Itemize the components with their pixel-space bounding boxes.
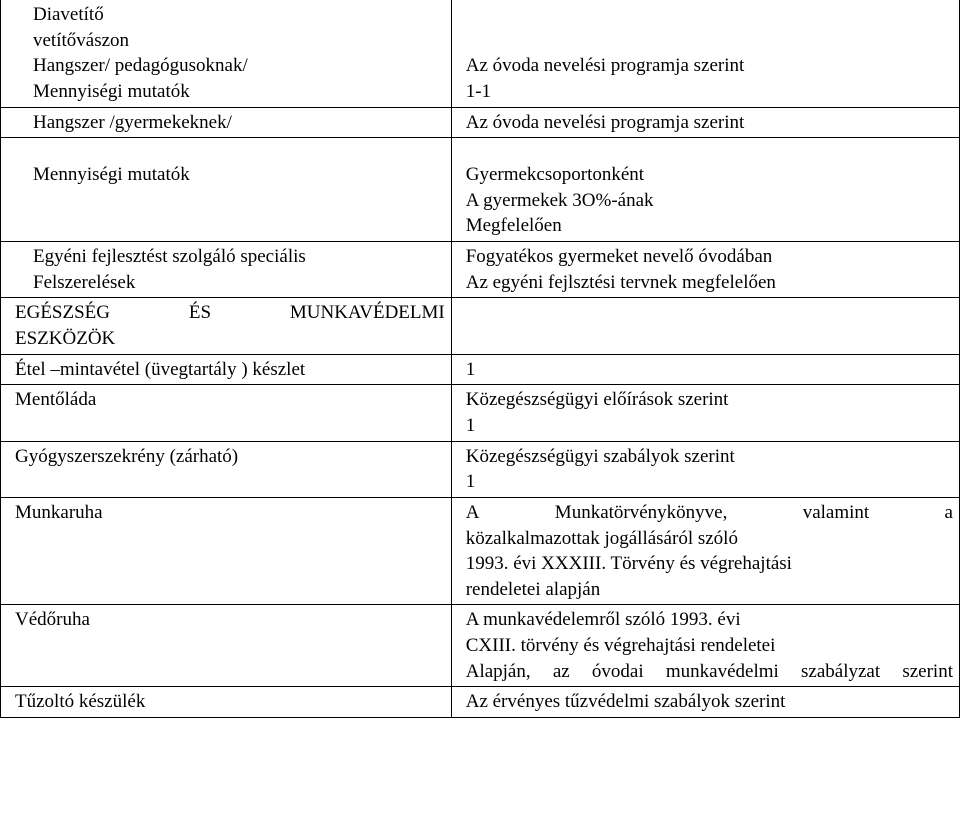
- text: Munkatörvénykönyve,: [555, 500, 728, 526]
- cell-r6-left: Étel –mintavétel (üvegtartály ) készlet: [1, 354, 452, 385]
- text: Felszerelések: [33, 272, 135, 293]
- text: 1: [466, 359, 476, 380]
- cell-r4-right: Fogyatékos gyermeket nevelő óvodában Az …: [451, 242, 959, 298]
- cell-r3-right: Gyermekcsoportonként A gyermekek 3O%-ána…: [451, 138, 959, 242]
- text: Munkaruha: [15, 502, 103, 523]
- text: Fogyatékos gyermeket nevelő óvodában: [466, 246, 773, 267]
- text: ÉS: [189, 300, 211, 326]
- text: valamint: [803, 500, 869, 526]
- text: EGÉSZSÉG: [15, 300, 110, 326]
- text: A gyermekek 3O%-ának: [466, 190, 654, 211]
- text: Az óvoda nevelési programja szerint: [466, 55, 745, 76]
- cell-r7-left: Mentőláda: [1, 385, 452, 441]
- cell-r2-left: Hangszer /gyermekeknek/: [1, 107, 452, 138]
- text: Közegészségügyi előírások szerint: [466, 389, 729, 410]
- cell-r11-left: Tűzoltó készülék: [1, 687, 452, 718]
- cell-r11-right: Az érvényes tűzvédelmi szabályok szerint: [451, 687, 959, 718]
- text: 1: [466, 415, 476, 436]
- cell-r1-left: Diavetítő vetítővászon Hangszer/ pedagóg…: [1, 0, 452, 107]
- text: Diavetítő: [33, 4, 104, 25]
- text: Védőruha: [15, 609, 90, 630]
- cell-r9-left: Munkaruha: [1, 497, 452, 605]
- cell-r8-left: Gyógyszerszekrény (zárható): [1, 441, 452, 497]
- cell-r6-right: 1: [451, 354, 959, 385]
- text: ESZKÖZÖK: [15, 328, 115, 349]
- text: vetítővászon: [33, 30, 129, 51]
- cell-r5-left: EGÉSZSÉG ÉS MUNKAVÉDELMI ESZKÖZÖK: [1, 298, 452, 354]
- text: Gyógyszerszekrény (zárható): [15, 446, 238, 467]
- text: Közegészségügyi szabályok szerint: [466, 446, 735, 467]
- cell-r3-left: Mennyiségi mutatók: [1, 138, 452, 242]
- cell-r9-right: A Munkatörvénykönyve, valamint a közalka…: [451, 497, 959, 605]
- text: Tűzoltó készülék: [15, 691, 145, 712]
- text: Mennyiségi mutatók: [33, 164, 190, 185]
- text: Egyéni fejlesztést szolgáló speciális: [33, 246, 306, 267]
- text: Étel –mintavétel (üvegtartály ) készlet: [15, 359, 305, 380]
- text: A: [466, 500, 480, 526]
- cell-r4-left: Egyéni fejlesztést szolgáló speciális Fe…: [1, 242, 452, 298]
- text: Gyermekcsoportonként: [466, 164, 644, 185]
- text: közalkalmazottak jogállásáról szóló: [466, 528, 738, 549]
- cell-r7-right: Közegészségügyi előírások szerint 1: [451, 385, 959, 441]
- text: Hangszer /gyermekeknek/: [33, 112, 232, 133]
- text: Hangszer/ pedagógusoknak/: [33, 55, 248, 76]
- text: 1: [466, 471, 476, 492]
- text: MUNKAVÉDELMI: [290, 300, 445, 326]
- document-table: Diavetítő vetítővászon Hangszer/ pedagóg…: [0, 0, 960, 718]
- text: 1-1: [466, 81, 491, 102]
- text: Mentőláda: [15, 389, 96, 410]
- text: Mennyiségi mutatók: [33, 81, 190, 102]
- text: a: [945, 500, 953, 526]
- text: A munkavédelemről szóló 1993. évi: [466, 609, 741, 630]
- text: 1993. évi XXXIII. Törvény és végrehajtás…: [466, 553, 792, 574]
- cell-r10-right: A munkavédelemről szóló 1993. évi CXIII.…: [451, 605, 959, 687]
- text: Az egyéni fejlsztési tervnek megfelelően: [466, 272, 776, 293]
- text: Megfelelően: [466, 215, 562, 236]
- text: Az érvényes tűzvédelmi szabályok szerint: [466, 691, 786, 712]
- cell-r1-right: Az óvoda nevelési programja szerint 1-1: [451, 0, 959, 107]
- cell-r10-left: Védőruha: [1, 605, 452, 687]
- text: Alapján, az óvodai munkavédelmi szabályz…: [466, 659, 953, 685]
- text: rendeletei alapján: [466, 579, 601, 600]
- cell-r8-right: Közegészségügyi szabályok szerint 1: [451, 441, 959, 497]
- text: Az óvoda nevelési programja szerint: [466, 112, 745, 133]
- text: CXIII. törvény és végrehajtási rendelete…: [466, 635, 776, 656]
- cell-r2-right: Az óvoda nevelési programja szerint: [451, 107, 959, 138]
- cell-r5-right: [451, 298, 959, 354]
